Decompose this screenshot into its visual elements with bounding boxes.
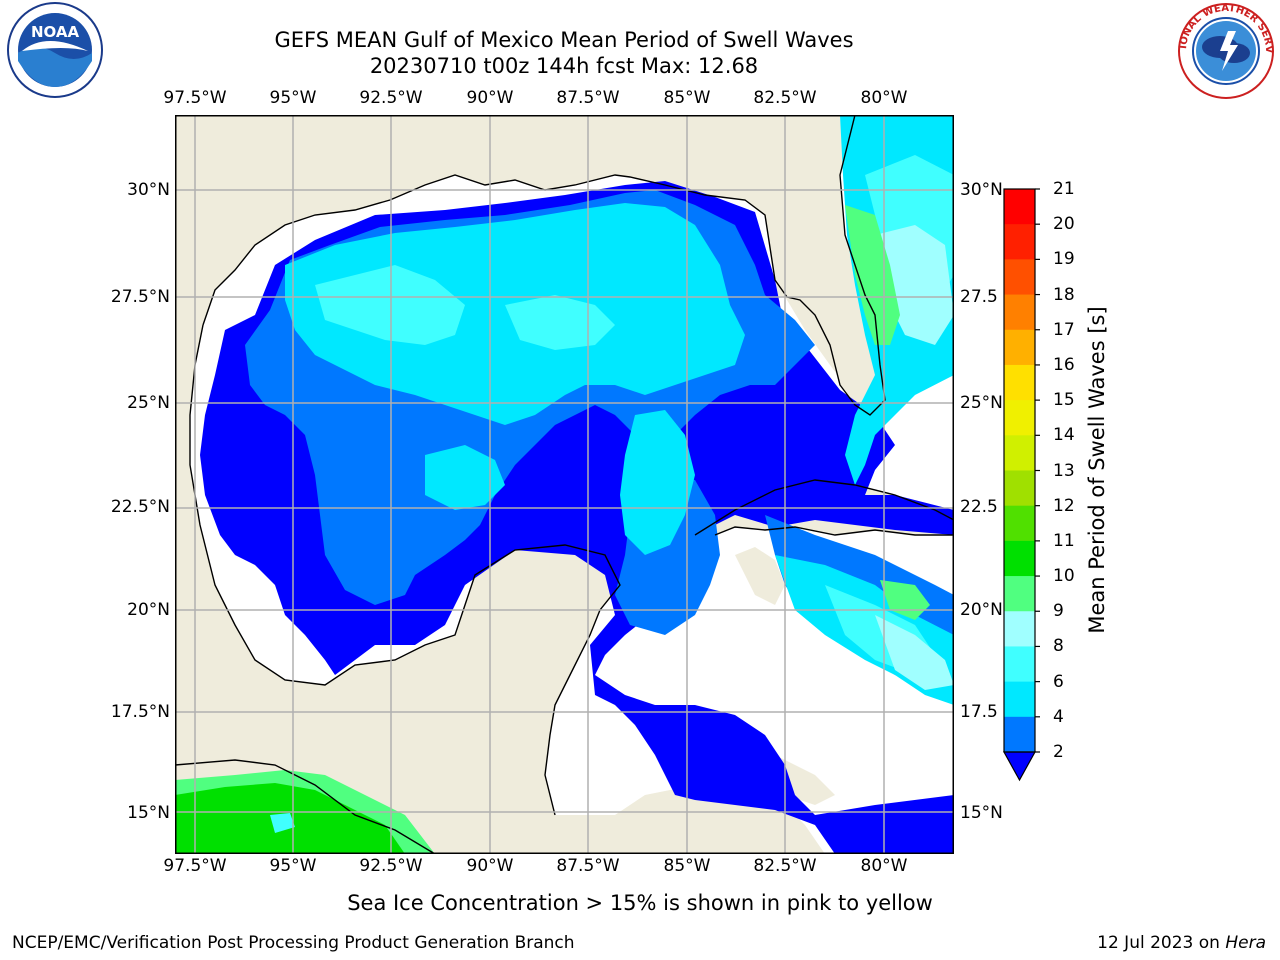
lat-label-right: 25°N xyxy=(960,393,1003,413)
footer-date: 12 Jul 2023 on Hera xyxy=(1097,933,1266,953)
colorbar-segment xyxy=(1004,505,1035,542)
lon-label-top: 87.5°W xyxy=(556,88,620,108)
footer-host: Hera xyxy=(1225,933,1266,953)
colorbar-segment xyxy=(1004,646,1035,683)
colorbar-tick-label: 2 xyxy=(1053,742,1064,762)
colorbar-tick-label: 14 xyxy=(1053,425,1075,446)
colorbar-tick-label: 6 xyxy=(1053,671,1064,692)
colorbar-tick-label: 18 xyxy=(1053,284,1075,305)
footer-credit: NCEP/EMC/Verification Post Processing Pr… xyxy=(12,933,575,953)
lon-label-top: 95°W xyxy=(269,88,317,108)
lon-label-top: 80°W xyxy=(860,88,908,108)
sea-ice-note: Sea Ice Concentration > 15% is shown in … xyxy=(347,891,933,915)
noaa-logo-text: NOAA xyxy=(31,23,80,41)
lon-label-top: 85°W xyxy=(663,88,711,108)
colorbar-tick-label: 21 xyxy=(1053,179,1075,199)
colorbar-label: Mean Period of Swell Waves [s] xyxy=(1085,306,1109,634)
colorbar-tick-label: 11 xyxy=(1053,530,1075,551)
lat-label-left: 15°N xyxy=(127,803,170,823)
colorbar-tick-label: 9 xyxy=(1053,601,1064,622)
footer-date-text: 12 Jul 2023 on xyxy=(1097,933,1226,953)
lat-label-left: 17.5°N xyxy=(110,702,170,722)
lat-label-right: 15°N xyxy=(960,803,1003,823)
lon-label-bottom: 97.5°W xyxy=(163,856,227,876)
lat-label-right: 22.5 xyxy=(960,497,998,517)
colorbar-segment xyxy=(1004,189,1035,225)
colorbar-tick-label: 19 xyxy=(1053,249,1075,270)
colorbar-segment xyxy=(1004,224,1035,260)
colorbar-extend-arrow xyxy=(1002,751,1037,782)
lat-label-left: 27.5°N xyxy=(110,287,170,307)
lon-label-bottom: 80°W xyxy=(860,856,908,876)
lat-label-right: 27.5 xyxy=(960,287,998,307)
lat-label-left: 25°N xyxy=(127,393,170,413)
colorbar-segment xyxy=(1004,576,1035,612)
lon-label-bottom: 82.5°W xyxy=(753,856,817,876)
lon-label-bottom: 92.5°W xyxy=(359,856,423,876)
colorbar-segment xyxy=(1004,540,1035,577)
lat-lon-grid xyxy=(175,115,954,854)
colorbar-segment xyxy=(1004,611,1035,647)
lon-label-bottom: 87.5°W xyxy=(556,856,620,876)
map-area xyxy=(175,115,954,854)
lat-label-right: 30°N xyxy=(960,180,1003,200)
colorbar-segment xyxy=(1004,329,1035,366)
nws-logo: NATIONAL WEATHER SERVICE xyxy=(1176,1,1274,99)
colorbar-tick-label: 8 xyxy=(1053,636,1064,657)
map-subtitle: 20230710 t00z 144h fcst Max: 12.68 xyxy=(369,54,759,78)
lat-label-left: 22.5°N xyxy=(110,497,170,517)
colorbar-segment xyxy=(1004,716,1035,753)
lat-label-left: 30°N xyxy=(127,180,170,200)
colorbar-tick-label: 17 xyxy=(1053,319,1075,340)
swell-field xyxy=(175,115,954,854)
lon-label-top: 82.5°W xyxy=(753,88,817,108)
lat-label-left: 20°N xyxy=(127,600,170,620)
lon-label-bottom: 85°W xyxy=(663,856,711,876)
colorbar-segment xyxy=(1004,470,1035,507)
colorbar-tick-label: 16 xyxy=(1053,354,1075,375)
lon-label-top: 97.5°W xyxy=(163,88,227,108)
colorbar xyxy=(1002,188,1040,782)
colorbar-tick-label: 13 xyxy=(1053,460,1075,481)
map-title: GEFS MEAN Gulf of Mexico Mean Period of … xyxy=(274,28,854,52)
colorbar-tick-label: 12 xyxy=(1053,495,1075,516)
colorbar-segment xyxy=(1004,259,1035,296)
lon-label-bottom: 90°W xyxy=(466,856,514,876)
lat-label-right: 20°N xyxy=(960,600,1003,620)
colorbar-segment xyxy=(1004,364,1035,401)
colorbar-segment xyxy=(1004,294,1035,331)
noaa-logo: NOAA xyxy=(7,2,103,98)
colorbar-tick-label: 10 xyxy=(1053,566,1075,587)
colorbar-segment xyxy=(1004,400,1035,436)
colorbar-tick-label: 4 xyxy=(1053,706,1064,727)
colorbar-tick-label: 20 xyxy=(1053,214,1075,235)
colorbar-tick-label: 15 xyxy=(1053,390,1075,411)
lon-label-top: 92.5°W xyxy=(359,88,423,108)
colorbar-segment xyxy=(1004,435,1035,471)
lon-label-top: 90°W xyxy=(466,88,514,108)
lat-label-right: 17.5 xyxy=(960,702,998,722)
colorbar-segment xyxy=(1004,681,1035,718)
lon-label-bottom: 95°W xyxy=(269,856,317,876)
